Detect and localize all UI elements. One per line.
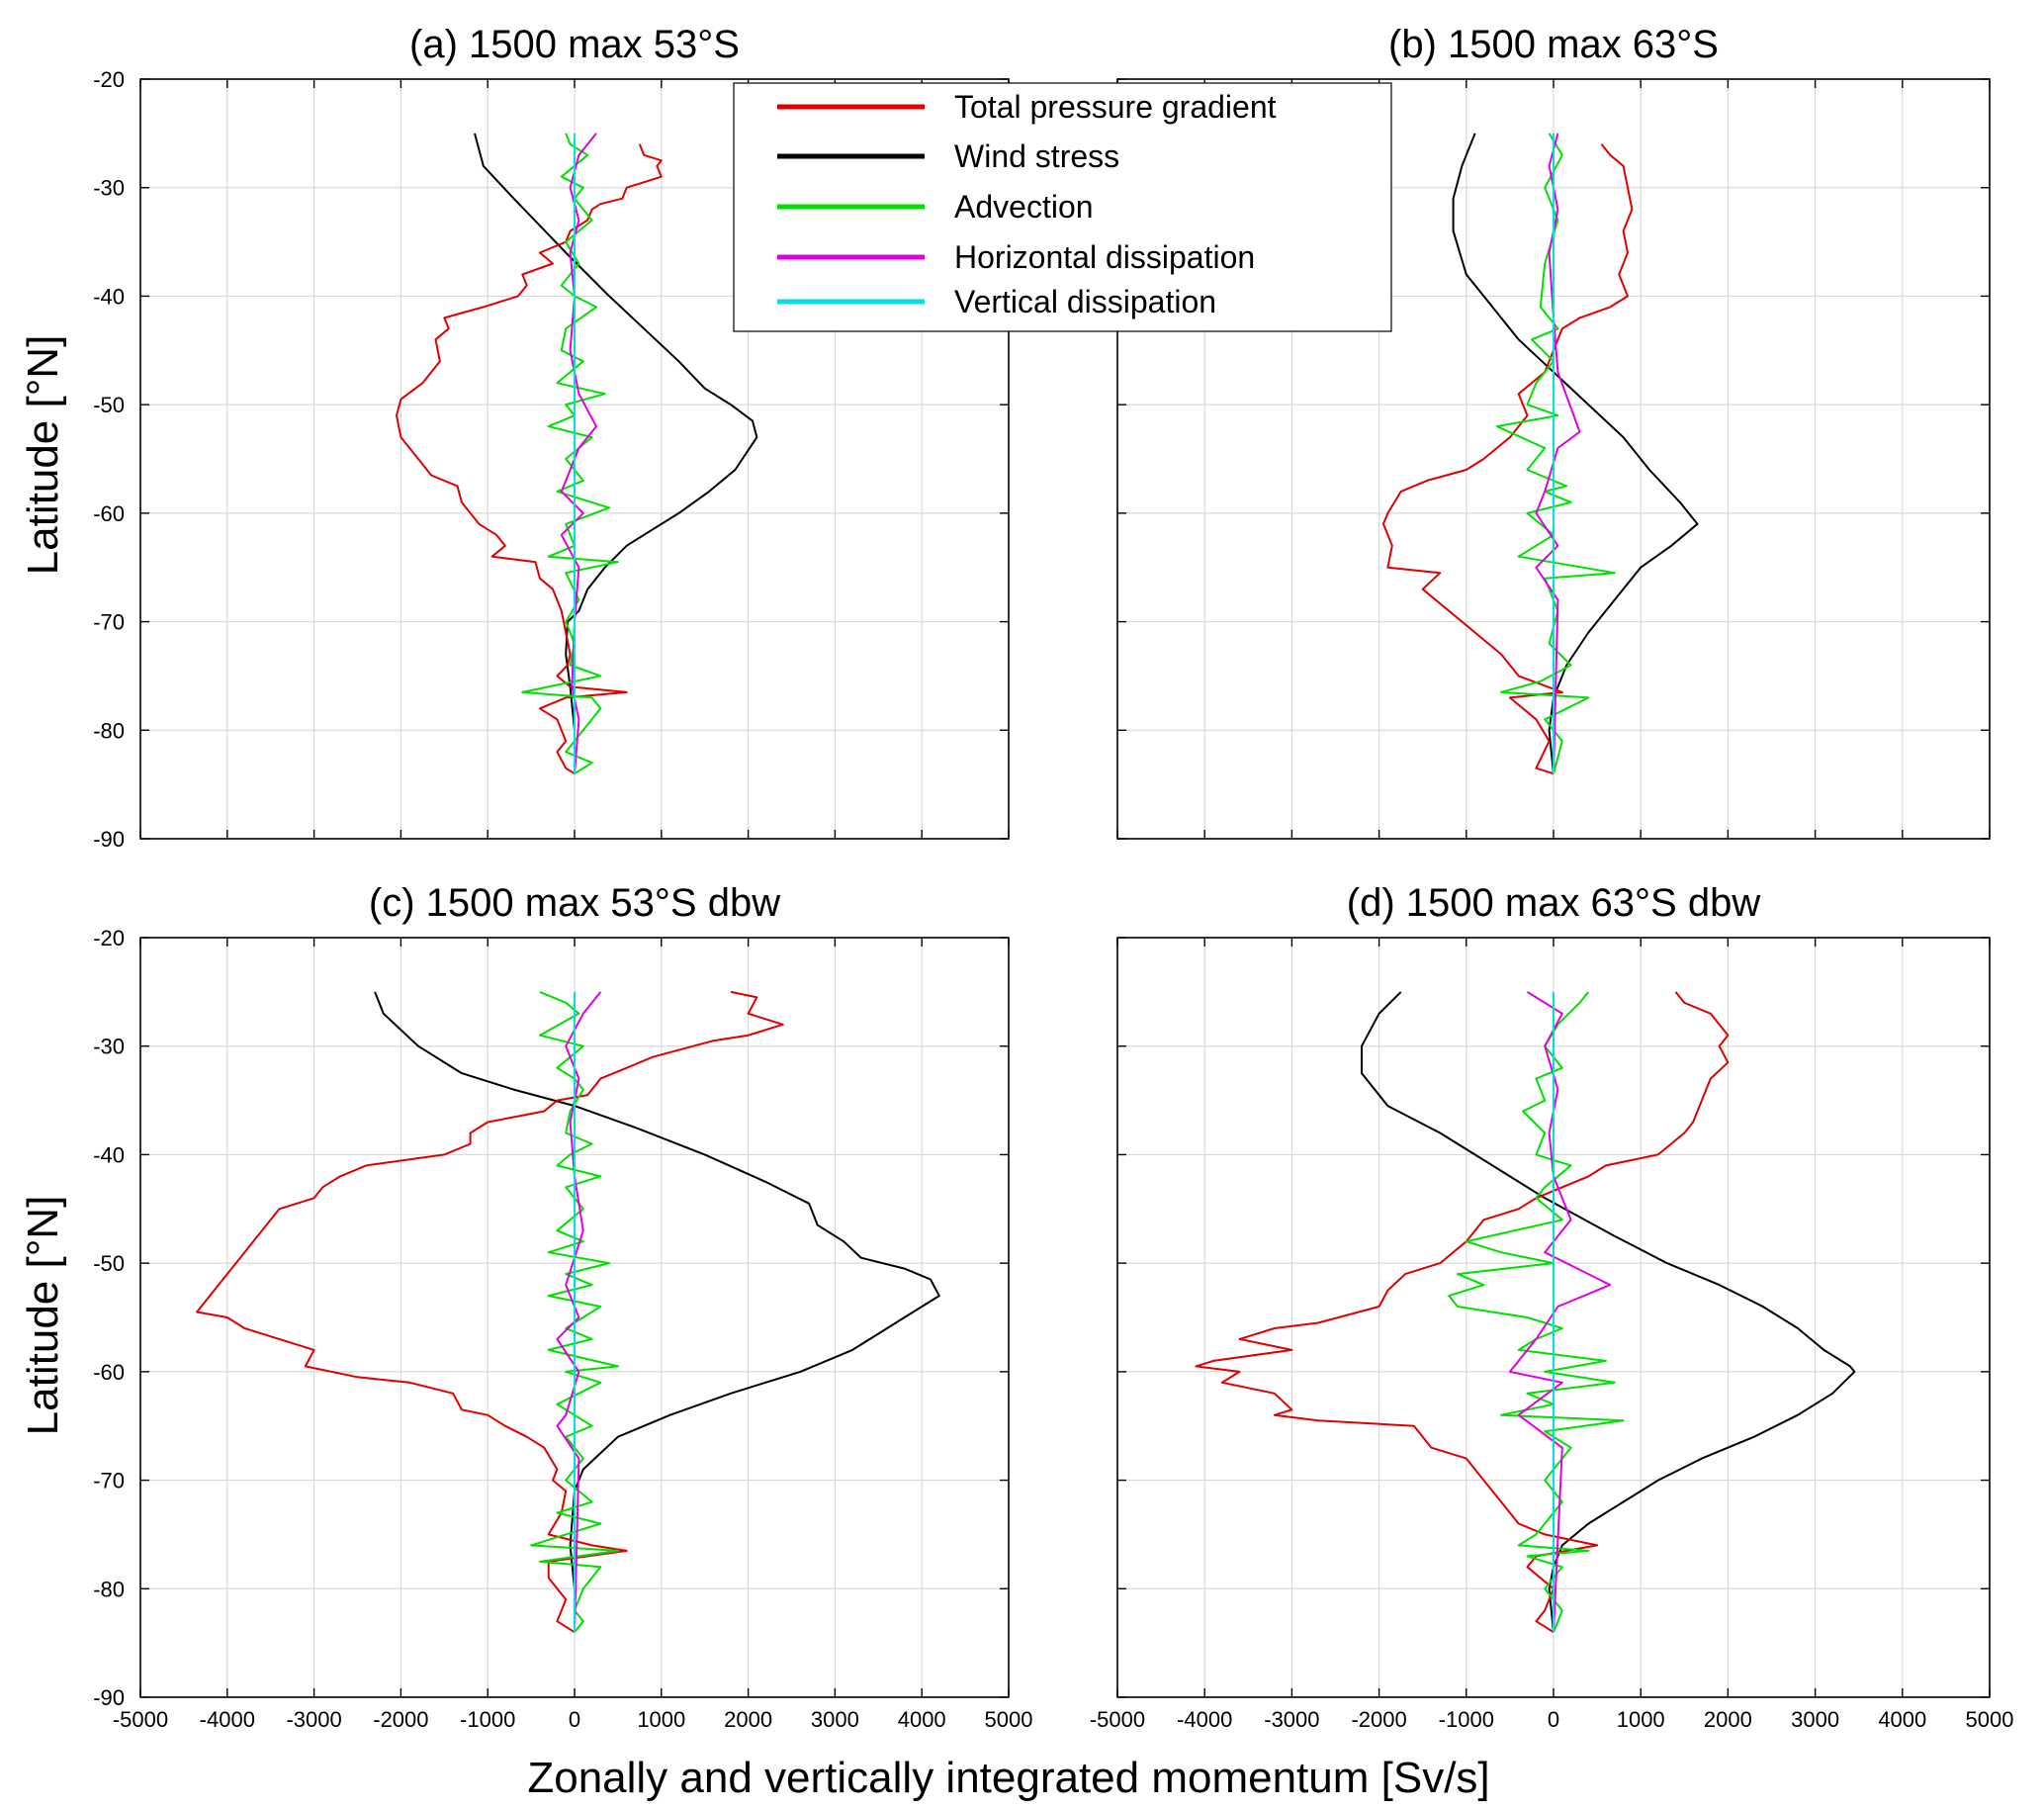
panel-title: (a) 1500 max 53°S xyxy=(409,23,740,66)
x-tick-label: 1000 xyxy=(1617,1707,1665,1732)
x-tick-label: 2000 xyxy=(724,1707,772,1732)
legend-label-wind-stress: Wind stress xyxy=(954,138,1119,174)
panel-title: (b) 1500 max 63°S xyxy=(1388,23,1719,66)
legend-label-horizontal-dissipation: Horizontal dissipation xyxy=(954,239,1255,275)
x-tick-label: -3000 xyxy=(1264,1707,1319,1732)
y-tick-label: -30 xyxy=(93,176,125,201)
series-horizontal-dissipation xyxy=(1535,133,1581,774)
x-tick-label: 4000 xyxy=(1878,1707,1926,1732)
panel-title: (c) 1500 max 53°S dbw xyxy=(369,881,780,925)
x-tick-label: 4000 xyxy=(898,1707,946,1732)
x-tick-label: -5000 xyxy=(113,1707,168,1732)
legend-label-advection: Advection xyxy=(954,189,1094,225)
y-tick-label: -40 xyxy=(93,1142,125,1167)
series-total-pressure-gradient xyxy=(396,143,663,775)
y-tick-label: -80 xyxy=(93,1577,125,1601)
y-tick-label: -40 xyxy=(93,284,125,309)
x-tick-label: -1000 xyxy=(1439,1707,1494,1732)
y-tick-label: -90 xyxy=(93,1685,125,1710)
panel-title: (d) 1500 max 63°S dbw xyxy=(1347,881,1761,925)
x-axis-title: Zonally and vertically integrated moment… xyxy=(527,1754,1489,1802)
y-tick-label: -60 xyxy=(93,1360,125,1385)
x-tick-label: -3000 xyxy=(286,1707,341,1732)
x-tick-label: 0 xyxy=(1548,1707,1559,1732)
panel-d: -5000 -4000 -3000 -2000 -1000 0 1000 2000 3000 40… xyxy=(1090,881,2014,1732)
y-tick-label: -70 xyxy=(93,1469,125,1493)
x-tick-label: 2000 xyxy=(1704,1707,1752,1732)
y-tick-label: -20 xyxy=(93,926,125,950)
x-tick-label: -2000 xyxy=(373,1707,428,1732)
series-advection xyxy=(1495,133,1616,774)
x-tick-label: 1000 xyxy=(637,1707,685,1732)
x-tick-label: -2000 xyxy=(1351,1707,1406,1732)
x-tick-label: 3000 xyxy=(811,1707,859,1732)
series-horizontal-dissipation xyxy=(556,991,602,1633)
series-total-pressure-gradient xyxy=(1195,991,1730,1634)
series-total-pressure-gradient xyxy=(1382,143,1634,775)
panel-c: -5000 -4000 -3000 -2000 -1000 0 1000 2000 3000 40… xyxy=(93,881,1032,1732)
series-advection xyxy=(521,133,619,775)
y-axis-title-bottom: Latitude [°N] xyxy=(19,1196,67,1436)
legend: Total pressure gradient Wind stress Adve… xyxy=(733,82,1392,332)
x-tick-label: 5000 xyxy=(985,1707,1033,1732)
x-tick-label: -4000 xyxy=(1177,1707,1232,1732)
x-tick-label: -1000 xyxy=(460,1707,515,1732)
series-wind-stress xyxy=(1361,991,1856,1633)
x-tick-label: 5000 xyxy=(1966,1707,2014,1732)
y-tick-label: -30 xyxy=(93,1035,125,1059)
x-tick-label: -5000 xyxy=(1090,1707,1145,1732)
y-tick-label: -50 xyxy=(93,1251,125,1276)
series-horizontal-dissipation xyxy=(1508,991,1612,1633)
series-wind-stress xyxy=(374,991,940,1633)
series-total-pressure-gradient xyxy=(196,990,784,1634)
x-tick-label: 0 xyxy=(569,1707,580,1732)
y-tick-label: -50 xyxy=(93,393,125,417)
series-wind-stress xyxy=(1452,133,1699,774)
panels-group: -20 -30 -40 -50 -60 -70 -80 -90 (a) 1500 max 53°… xyxy=(93,23,2013,1732)
y-tick-label: -60 xyxy=(93,501,125,526)
x-tick-label: -4000 xyxy=(200,1707,255,1732)
series-wind-stress xyxy=(474,133,758,774)
y-tick-label: -20 xyxy=(93,67,125,92)
y-axis-title-top: Latitude [°N] xyxy=(19,335,67,576)
y-tick-label: -80 xyxy=(93,718,125,743)
legend-label-vertical-dissipation: Vertical dissipation xyxy=(954,284,1216,319)
y-tick-label: -70 xyxy=(93,610,125,635)
y-tick-label: -90 xyxy=(93,827,125,852)
series-advection xyxy=(1448,991,1625,1633)
legend-label-total-pressure-gradient: Total pressure gradient xyxy=(954,89,1277,125)
x-tick-label: 3000 xyxy=(1791,1707,1839,1732)
panel-b: (b) 1500 max 63°S xyxy=(1116,23,1991,840)
